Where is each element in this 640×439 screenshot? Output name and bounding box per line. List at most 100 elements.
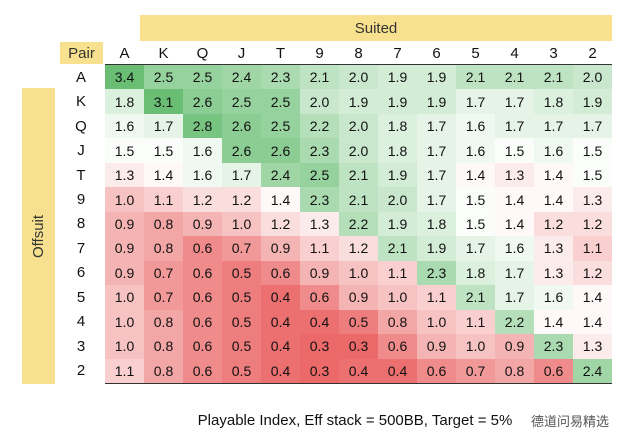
offsuit-text: Offsuit — [30, 214, 48, 258]
cell: 2.0 — [339, 138, 378, 163]
cell: 0.6 — [183, 260, 222, 286]
cell: 1.4 — [495, 187, 534, 212]
cell: 1.7 — [456, 89, 495, 114]
cell: 0.9 — [105, 211, 144, 237]
cell: 1.9 — [378, 65, 417, 90]
cell: 0.4 — [261, 334, 300, 359]
cell: 1.7 — [417, 187, 456, 212]
row-label: A — [75, 68, 86, 86]
column-label: 6 — [432, 44, 441, 62]
cell: 1.4 — [456, 162, 495, 188]
cell: 1.4 — [573, 285, 612, 310]
cell: 1.3 — [573, 187, 612, 212]
cell: 1.9 — [378, 162, 417, 188]
cell: 1.7 — [573, 113, 612, 139]
cell: 1.7 — [495, 89, 534, 114]
cell: 0.9 — [339, 285, 378, 310]
cell: 1.7 — [417, 162, 456, 188]
cell: 1.3 — [300, 211, 339, 237]
cell: 2.3 — [261, 65, 300, 90]
cell: 1.7 — [417, 113, 456, 139]
cell: 1.0 — [105, 309, 144, 335]
cell: 2.5 — [300, 162, 339, 188]
cell: 2.6 — [222, 138, 261, 163]
cell: 1.2 — [573, 211, 612, 237]
row-label: 2 — [76, 362, 86, 380]
cell: 1.6 — [534, 138, 573, 163]
cell: 0.7 — [144, 285, 183, 310]
cell: 1.3 — [573, 334, 612, 359]
cell: 1.1 — [105, 358, 144, 383]
offsuit-banner: Offsuit — [22, 88, 55, 384]
cell: 2.3 — [300, 138, 339, 163]
cell: 1.2 — [222, 187, 261, 212]
cell: 1.0 — [222, 211, 261, 237]
cell: 0.5 — [222, 285, 261, 310]
row-label: 6 — [76, 264, 86, 282]
row-label: K — [75, 93, 86, 111]
cell: 1.9 — [573, 89, 612, 114]
cell: 2.2 — [300, 113, 339, 139]
cell: 2.1 — [378, 236, 417, 261]
cell: 0.9 — [417, 334, 456, 359]
cell: 0.6 — [183, 358, 222, 383]
cell: 2.4 — [222, 65, 261, 90]
cell: 0.4 — [300, 309, 339, 335]
cell: 1.0 — [105, 285, 144, 310]
cell: 2.1 — [495, 65, 534, 90]
cell: 1.6 — [456, 138, 495, 163]
row-label: J — [77, 142, 85, 160]
cell: 0.7 — [456, 358, 495, 383]
cell: 0.8 — [378, 309, 417, 335]
cell: 0.5 — [222, 358, 261, 383]
cell: 1.6 — [534, 285, 573, 310]
cell: 1.1 — [573, 236, 612, 261]
cell: 0.4 — [339, 358, 378, 383]
cell: 0.6 — [183, 236, 222, 261]
cell: 2.1 — [456, 65, 495, 90]
cell: 3.1 — [144, 89, 183, 114]
row-label: T — [76, 166, 86, 184]
column-label: K — [158, 44, 169, 62]
cell: 1.4 — [144, 162, 183, 188]
cell: 1.9 — [417, 236, 456, 261]
cell: 2.0 — [378, 187, 417, 212]
column-label: 4 — [510, 44, 519, 62]
cell: 2.1 — [456, 285, 495, 310]
cell: 1.4 — [495, 211, 534, 237]
column-label: 5 — [471, 44, 480, 62]
cell: 1.8 — [105, 89, 144, 114]
cell: 1.6 — [456, 113, 495, 139]
cell: 1.0 — [417, 309, 456, 335]
cell: 1.6 — [183, 162, 222, 188]
cell: 2.4 — [261, 162, 300, 188]
cell: 1.3 — [105, 162, 144, 188]
cell: 0.5 — [222, 334, 261, 359]
cell: 1.5 — [573, 138, 612, 163]
cell: 2.8 — [183, 113, 222, 139]
row-label: 9 — [76, 191, 86, 209]
cell: 1.7 — [495, 260, 534, 286]
cell: 1.9 — [339, 89, 378, 114]
row-label: 8 — [76, 215, 86, 233]
cell: 0.8 — [495, 358, 534, 383]
cell: 1.4 — [261, 187, 300, 212]
cell: 0.4 — [378, 358, 417, 383]
cell: 1.6 — [105, 113, 144, 139]
cell: 1.7 — [222, 162, 261, 188]
cell: 1.8 — [378, 113, 417, 139]
cell: 2.3 — [534, 334, 573, 359]
cell: 1.1 — [144, 187, 183, 212]
cell: 2.0 — [339, 65, 378, 90]
cell: 0.9 — [183, 211, 222, 237]
cell: 1.1 — [417, 285, 456, 310]
cell: 0.6 — [261, 260, 300, 286]
cell: 1.4 — [534, 309, 573, 335]
cell: 1.7 — [534, 113, 573, 139]
column-label: 3 — [549, 44, 558, 62]
cell: 2.5 — [261, 113, 300, 139]
cell: 1.2 — [261, 211, 300, 237]
cell: 1.4 — [534, 187, 573, 212]
cell: 1.9 — [378, 211, 417, 237]
